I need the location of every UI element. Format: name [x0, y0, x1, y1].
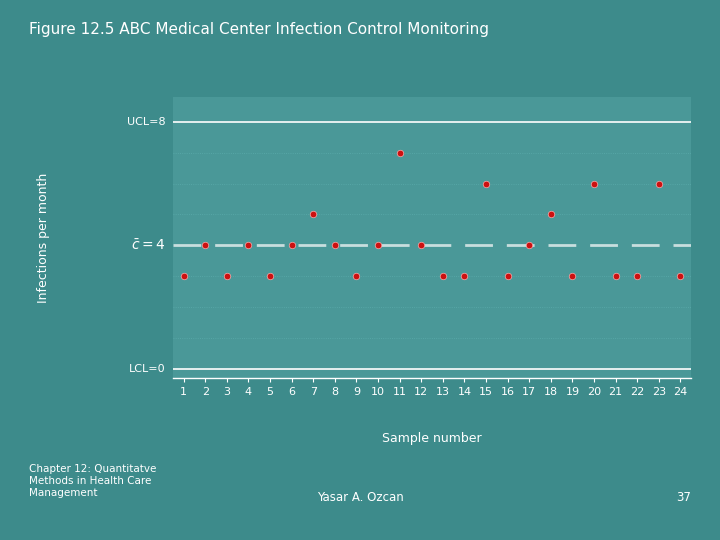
Point: [610, 272, 621, 280]
Point: [243, 241, 254, 249]
Text: Infections per month: Infections per month: [37, 172, 50, 303]
Point: [675, 272, 686, 280]
Text: Figure 12.5 ABC Medical Center Infection Control Monitoring: Figure 12.5 ABC Medical Center Infection…: [29, 22, 489, 37]
Point: [523, 241, 535, 249]
Point: [437, 272, 449, 280]
Point: [221, 272, 233, 280]
Text: LCL=0: LCL=0: [129, 364, 166, 374]
Point: [415, 241, 427, 249]
Text: 37: 37: [676, 491, 691, 504]
Text: UCL=8: UCL=8: [127, 117, 166, 127]
Point: [631, 272, 643, 280]
Text: Chapter 12: Quantitatve
Methods in Health Care
Management: Chapter 12: Quantitatve Methods in Healt…: [29, 464, 156, 497]
Point: [480, 179, 492, 188]
Point: [394, 148, 405, 157]
Text: Yasar A. Ozcan: Yasar A. Ozcan: [317, 491, 403, 504]
Point: [545, 210, 557, 219]
Point: [199, 241, 211, 249]
Text: $\bar{c}=4$: $\bar{c}=4$: [131, 238, 166, 253]
Point: [459, 272, 470, 280]
Point: [307, 210, 319, 219]
Point: [567, 272, 578, 280]
Point: [502, 272, 513, 280]
Point: [588, 179, 600, 188]
Point: [351, 272, 362, 280]
Point: [264, 272, 276, 280]
Point: [286, 241, 297, 249]
Point: [372, 241, 384, 249]
Text: Sample number: Sample number: [382, 432, 482, 445]
Point: [653, 179, 665, 188]
Point: [178, 272, 189, 280]
Point: [329, 241, 341, 249]
